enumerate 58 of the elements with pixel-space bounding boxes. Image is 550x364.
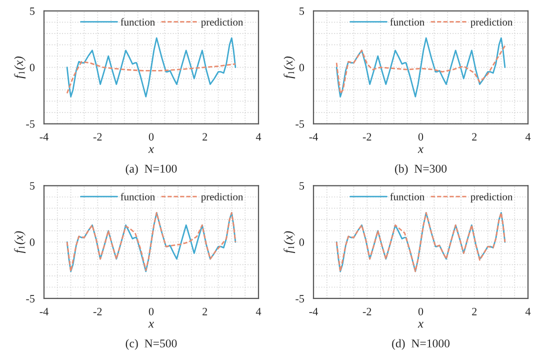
legend-label: function	[120, 18, 155, 26]
line-series	[336, 212, 506, 272]
legend-label: prediction	[470, 18, 512, 28]
x-tick-label: 2	[472, 308, 477, 316]
x-tick-label: -2	[362, 133, 372, 140]
y-tick-label: 5	[300, 182, 304, 190]
y-tick-label: 0	[299, 238, 304, 246]
x-tick-label: 2	[472, 133, 477, 140]
y-tick-label: -5	[26, 120, 35, 128]
text: (a) N=100	[126, 164, 177, 176]
y-tick-label: 5	[30, 182, 35, 190]
x-tick-label: -4	[40, 308, 48, 316]
line-series	[336, 45, 506, 94]
x-tick-label: 0	[418, 133, 424, 141]
text: (c) N=500	[126, 339, 177, 350]
x-tick-label: -2	[362, 308, 372, 316]
y-tick-label: -5	[296, 295, 304, 302]
x-tick-label: 0	[148, 308, 154, 316]
y-axis-title: f$_{1}$(x)	[14, 231, 26, 254]
x-tick-label: -2	[93, 308, 102, 316]
x-tick-label: -2	[93, 133, 102, 140]
legend-label: prediction	[201, 18, 243, 28]
line-series	[66, 212, 236, 272]
x-axis-title: x	[418, 322, 424, 328]
legend-label: function	[390, 192, 424, 200]
x-tick-label: -4	[40, 133, 48, 140]
legend-label: function	[390, 18, 424, 26]
x-tick-label: 0	[148, 133, 154, 141]
x-axis-title: x	[148, 147, 154, 153]
y-axis-title: f$_{1}$(x)	[284, 56, 296, 78]
x-tick-label: -4	[309, 308, 318, 316]
text: (b) N=300	[394, 164, 447, 176]
x-tick-label: 0	[418, 308, 424, 316]
x-tick-label: -4	[309, 133, 318, 140]
x-tick-label: 4	[525, 308, 531, 316]
x-axis-title: x	[418, 147, 424, 153]
y-tick-label: 0	[30, 238, 35, 246]
y-tick-label: 5	[300, 8, 304, 15]
legend-label: function	[120, 192, 155, 200]
y-axis-title: f$_{1}$(x)	[14, 56, 26, 78]
x-tick-label: 2	[202, 133, 208, 140]
y-tick-label: -5	[26, 295, 35, 302]
x-tick-label: 4	[256, 133, 262, 140]
line-series	[66, 61, 236, 94]
x-tick-label: 4	[525, 133, 531, 140]
legend-label: prediction	[470, 192, 512, 202]
text: (d) N=1000	[392, 339, 450, 350]
y-tick-label: 0	[299, 64, 304, 72]
line-series	[66, 37, 236, 98]
y-axis-title: f$_{1}$(x)	[284, 231, 296, 254]
legend-label: prediction	[201, 192, 243, 202]
y-tick-label: 5	[30, 8, 35, 15]
y-tick-label: 0	[30, 64, 35, 72]
line-series	[336, 37, 506, 98]
x-tick-label: 2	[202, 308, 208, 316]
y-tick-label: -5	[296, 120, 304, 128]
x-axis-title: x	[148, 322, 154, 328]
x-tick-label: 4	[256, 308, 262, 316]
